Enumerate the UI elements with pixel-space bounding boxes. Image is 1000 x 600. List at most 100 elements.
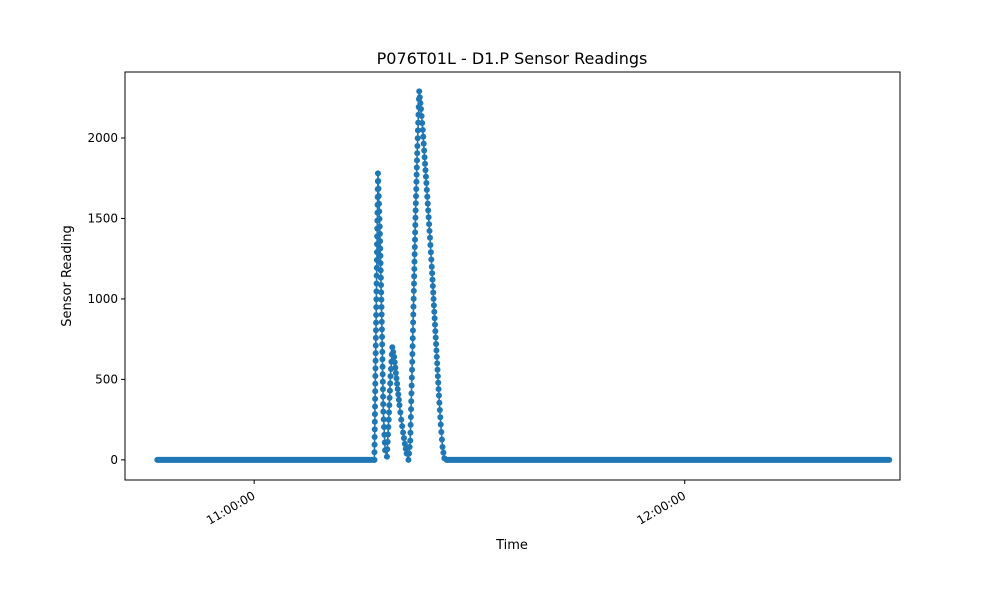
data-point: [372, 342, 379, 349]
data-point: [378, 303, 385, 310]
data-point: [424, 200, 431, 207]
data-point: [401, 440, 408, 447]
data-point: [372, 334, 379, 341]
data-point: [379, 371, 386, 378]
data-point: [433, 353, 440, 360]
y-tick-label: 2000: [87, 131, 118, 145]
y-tick-label: 500: [95, 372, 118, 386]
data-point: [417, 100, 424, 107]
data-point: [383, 453, 390, 460]
data-point: [431, 315, 438, 322]
data-point: [377, 260, 384, 267]
data-point: [409, 350, 416, 357]
data-point: [371, 449, 378, 456]
data-point: [413, 171, 420, 178]
data-point: [395, 396, 402, 403]
data-point: [408, 398, 415, 405]
data-point: [425, 207, 432, 214]
data-point: [399, 423, 406, 430]
data-point: [384, 438, 391, 445]
data-point: [429, 283, 436, 290]
data-point: [411, 273, 418, 280]
data-point: [418, 112, 425, 119]
data-point: [371, 418, 378, 425]
data-point: [425, 214, 432, 221]
data-point: [377, 245, 384, 252]
data-point: [413, 178, 420, 185]
data-point: [406, 444, 413, 451]
data-point: [429, 276, 436, 283]
data-point: [433, 341, 440, 347]
plot-frame: [124, 71, 901, 481]
data-point: [412, 214, 419, 221]
x-axis: 11:00:00 12:00:00: [204, 480, 688, 528]
data-point: [406, 450, 413, 457]
data-point: [412, 229, 419, 236]
data-point: [397, 409, 404, 416]
data-point: [426, 227, 433, 234]
data-point: [422, 167, 429, 174]
data-point: [379, 356, 386, 363]
data-point: [412, 207, 419, 214]
data-point: [375, 200, 382, 207]
data-point: [380, 408, 387, 415]
data-point: [372, 327, 379, 334]
data-point: [372, 395, 379, 402]
data-point: [387, 373, 394, 380]
data-point: [410, 311, 417, 318]
data-point: [375, 193, 382, 200]
data-point: [409, 366, 416, 373]
data-point: [394, 386, 401, 393]
data-point: [371, 441, 378, 448]
data-point: [389, 344, 396, 351]
data-point: [379, 363, 386, 370]
data-point: [427, 249, 434, 256]
data-point: [375, 177, 382, 184]
data-point: [378, 318, 385, 325]
data-point: [422, 160, 429, 167]
data-point: [420, 133, 427, 140]
data-point: [408, 382, 415, 389]
data-point: [411, 251, 418, 258]
data-point: [427, 242, 434, 249]
data-point: [414, 127, 421, 134]
data-point: [372, 373, 379, 380]
data-point: [410, 303, 417, 310]
x-axis-label: Time: [495, 538, 528, 553]
data-point: [384, 446, 391, 453]
data-point: [379, 341, 386, 348]
data-point: [436, 399, 443, 406]
data-point: [414, 157, 421, 164]
data-point: [379, 348, 386, 355]
data-point: [373, 296, 380, 303]
data-point: [430, 295, 437, 302]
data-point: [431, 308, 438, 315]
x-tick-label: 11:00:00: [204, 488, 258, 527]
data-point: [387, 380, 394, 387]
data-point: [408, 374, 415, 381]
baseline-markers-1: [443, 456, 893, 463]
data-point: [378, 326, 385, 333]
data-point: [385, 424, 392, 431]
data-point: [376, 215, 383, 222]
data-point: [379, 386, 386, 393]
data-point: [413, 164, 420, 171]
data-point: [411, 236, 418, 243]
data-point: [384, 431, 391, 438]
data-point: [373, 304, 380, 311]
data-point: [374, 170, 381, 177]
data-point: [410, 280, 417, 287]
data-point: [434, 373, 441, 380]
data-point: [423, 186, 430, 193]
data-point: [438, 436, 445, 443]
data-point: [412, 200, 419, 207]
data-point: [435, 379, 442, 386]
data-point: [376, 223, 383, 230]
data-point: [377, 274, 384, 281]
data-point: [407, 429, 414, 436]
data-point: [371, 434, 378, 441]
data-point: [378, 311, 385, 318]
y-tick-label: 0: [110, 453, 118, 467]
data-point: [405, 456, 412, 463]
data-point: [413, 185, 420, 192]
